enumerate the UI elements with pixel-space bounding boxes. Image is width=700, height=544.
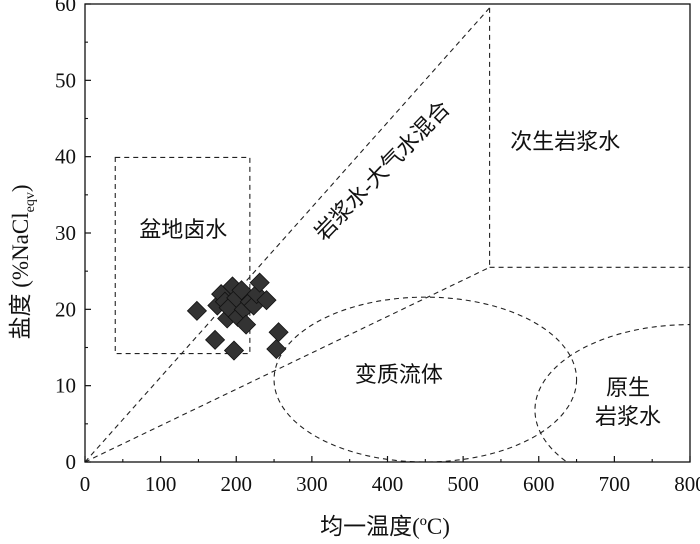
metamorphic-fluid-ellipse: [273, 296, 578, 463]
data-points: [186, 272, 289, 361]
data-point-diamond: [236, 314, 257, 335]
x-tick-label: 500: [447, 472, 479, 496]
axes: 0 100 200 300 400 500 600 700 800 0 10 20 30 40 50 60: [55, 0, 700, 496]
data-point-diamond: [186, 300, 207, 321]
x-tick-label: 400: [372, 472, 404, 496]
x-tick-label: 0: [80, 472, 91, 496]
region-label: 变质流体: [355, 362, 443, 387]
data-point-diamond: [266, 338, 287, 360]
y-axis-title-subscript: eqv: [23, 192, 38, 212]
data-point-diamond: [223, 340, 245, 361]
x-tick-label: 200: [221, 472, 253, 496]
y-axis-title-tail: ): [8, 184, 33, 192]
y-tick-label: 40: [55, 145, 76, 169]
x-tick-label: 800: [674, 472, 700, 496]
region-boundaries: [84, 7, 690, 463]
data-point-diamond: [205, 329, 226, 350]
region-label: 岩浆水: [595, 404, 661, 429]
y-tick-label: 60: [55, 0, 76, 16]
y-tick-label: 30: [55, 221, 76, 245]
y-tick-label: 50: [55, 68, 76, 92]
mixing-lower-boundary: [84, 266, 490, 463]
data-point-diamond: [231, 280, 252, 301]
x-tick-label: 300: [296, 472, 328, 496]
region-label: 岩浆水-大气水混合: [309, 96, 454, 245]
data-point-diamond: [249, 272, 270, 293]
region-label: 盆地卤水: [139, 217, 227, 242]
data-point-diamond: [256, 290, 277, 311]
y-tick-label: 10: [55, 374, 76, 398]
region-label: 次生岩浆水: [510, 129, 620, 154]
x-tick-label: 100: [145, 472, 177, 496]
mixing-upper-boundary: [84, 7, 491, 463]
data-point-diamond: [268, 322, 289, 343]
y-axis-title: 盐度 (%NaCleqv): [8, 184, 38, 339]
y-tick-label: 20: [55, 297, 76, 321]
basin-brine-box: [114, 156, 251, 355]
x-tick-label: 600: [523, 472, 555, 496]
y-tick-label: 0: [66, 450, 77, 474]
x-tick-label: 700: [599, 472, 631, 496]
region-label: 原生: [606, 375, 650, 400]
y-axis-title-main: 盐度 (%NaCl: [8, 212, 33, 339]
x-axis-title: 均一温度(ºC): [320, 514, 450, 539]
